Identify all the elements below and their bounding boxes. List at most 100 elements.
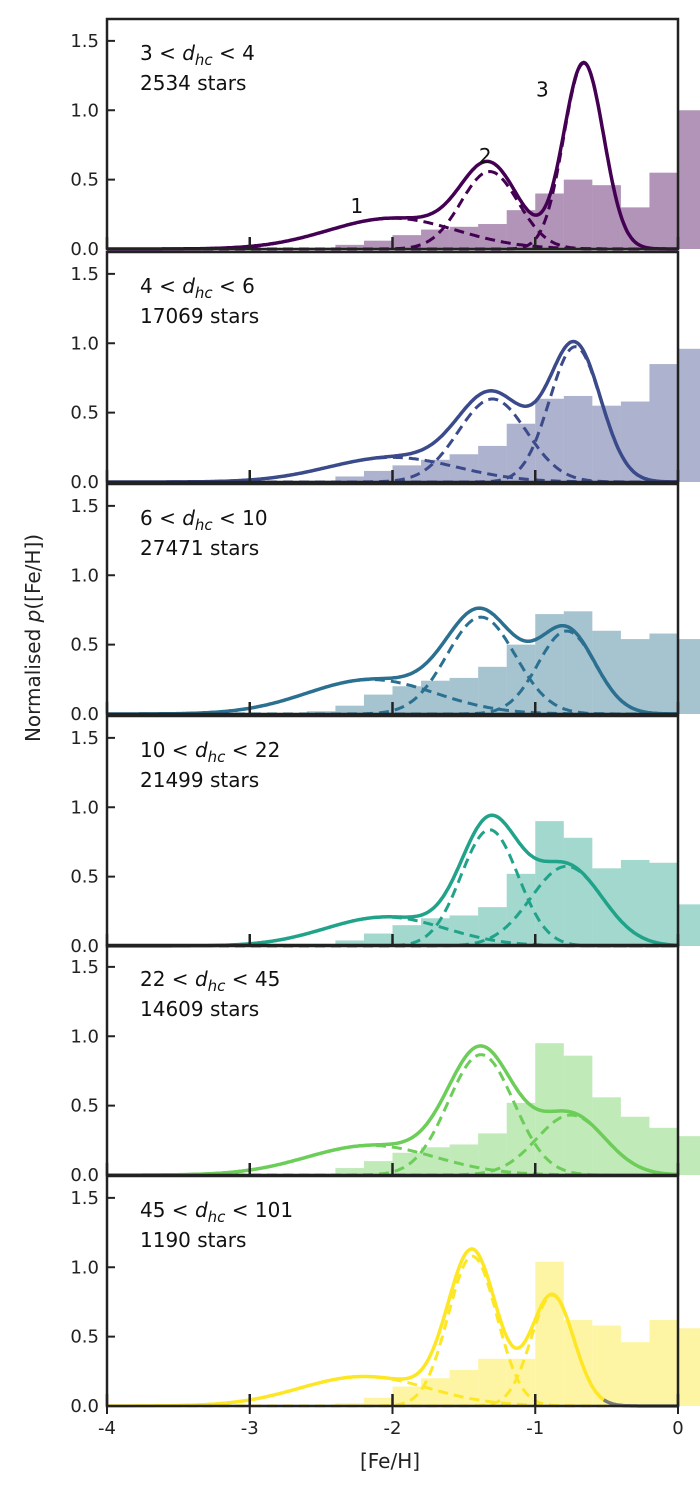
histogram (306, 110, 700, 249)
hist-bar (392, 925, 422, 946)
hist-bar (649, 1127, 678, 1175)
hist-bar (363, 1397, 393, 1406)
hist-bar (678, 110, 700, 249)
y-tick-label: 1.5 (70, 496, 99, 517)
hist-bar (478, 1133, 507, 1175)
y-tick-label: 0.0 (70, 239, 99, 260)
hist-bar (478, 224, 507, 249)
x-tick-label: 0 (672, 1418, 683, 1439)
hist-bar (678, 1136, 700, 1175)
hist-bar (535, 821, 564, 946)
y-tick-label: 1.5 (70, 1188, 99, 1209)
y-tick-label: 0.5 (70, 635, 99, 656)
panel-count-label: 1190 stars (140, 1228, 246, 1252)
hist-bar (649, 1319, 678, 1406)
y-tick-label: 1.0 (70, 333, 99, 354)
component-number-label: 2 (479, 144, 492, 168)
hist-bar (649, 364, 678, 482)
y-tick-label: 0.5 (70, 1096, 99, 1117)
hist-bar (649, 172, 678, 249)
hist-bar (363, 240, 393, 249)
hist-bar (678, 1328, 700, 1406)
hist-bar (649, 862, 678, 946)
x-axis-label: [Fe/H] (360, 1449, 420, 1473)
y-axis-label: Normalised p([Fe/H]) (21, 534, 45, 742)
y-tick-label: 1.5 (70, 31, 99, 52)
y-tick-label: 1.0 (70, 565, 99, 586)
hist-bar (678, 348, 700, 482)
hist-bar (478, 1358, 507, 1406)
hist-bar (563, 395, 593, 482)
y-tick-label: 1.5 (70, 264, 99, 285)
x-tick-label: -4 (98, 1418, 116, 1439)
hist-bar (449, 915, 479, 946)
hist-bar (335, 476, 364, 482)
hist-bar (535, 1261, 564, 1406)
histogram (306, 1043, 700, 1175)
y-tick-label: 1.0 (70, 797, 99, 818)
histogram (335, 1261, 700, 1406)
panel-count-label: 21499 stars (140, 768, 259, 792)
y-tick-label: 0.5 (70, 1327, 99, 1348)
hist-bar (421, 459, 450, 482)
hist-bar (649, 633, 678, 714)
hist-bar (363, 470, 393, 482)
x-axis: -4 -3 -2 -1 0 (98, 1406, 684, 1439)
y-tick-label: 0.5 (70, 867, 99, 888)
component-number-label: 1 (350, 194, 363, 218)
x-tick-label: -1 (526, 1418, 544, 1439)
y-tick-label: 0.0 (70, 472, 99, 493)
histogram (306, 821, 700, 946)
hist-bar (335, 244, 364, 249)
hist-bar (620, 401, 650, 482)
y-tick-label: 0.0 (70, 704, 99, 725)
hist-bar (678, 904, 700, 946)
panel-range-label: 45 < dhc < 101 (140, 1198, 293, 1226)
hist-bar (449, 1144, 479, 1175)
y-tick-label: 0.0 (70, 1165, 99, 1186)
panel-count-label: 2534 stars (140, 71, 246, 95)
panel-range-label: 22 < dhc < 45 (140, 967, 280, 995)
panel-range-label: 3 < dhc < 4 (140, 41, 255, 69)
hist-bar (363, 694, 393, 714)
hist-bar (335, 940, 364, 946)
hist-bar (592, 630, 621, 714)
hist-bar (563, 1319, 593, 1406)
histogram (306, 348, 700, 482)
hist-bar (678, 639, 700, 714)
y-tick-label: 1.0 (70, 1257, 99, 1278)
hist-bar (478, 666, 507, 714)
hist-bar (620, 1342, 650, 1406)
hist-bar (563, 837, 593, 946)
hist-bar (363, 1161, 393, 1175)
y-tick-label: 0.5 (70, 403, 99, 424)
hist-bar (421, 229, 450, 249)
hist-bar (335, 705, 364, 714)
y-tick-label: 0.0 (70, 936, 99, 957)
y-tick-label: 1.5 (70, 957, 99, 978)
hist-bar (392, 465, 422, 482)
x-tick-label: -3 (241, 1418, 259, 1439)
y-tick-label: 0.5 (70, 170, 99, 191)
panel-range-label: 6 < dhc < 10 (140, 506, 268, 534)
hist-bar (392, 1386, 422, 1406)
x-tick-label: -2 (384, 1418, 402, 1439)
hist-bar (563, 179, 593, 249)
y-tick-label: 0.0 (70, 1396, 99, 1417)
y-tick-label: 1.0 (70, 100, 99, 121)
hist-bar (335, 1168, 364, 1175)
y-tick-label: 1.5 (70, 728, 99, 749)
hist-bar (592, 868, 621, 946)
hist-bar (363, 933, 393, 946)
hist-bar (449, 226, 479, 249)
hist-bar (449, 677, 479, 714)
hist-bar (620, 639, 650, 714)
component-number-label: 3 (536, 77, 549, 101)
